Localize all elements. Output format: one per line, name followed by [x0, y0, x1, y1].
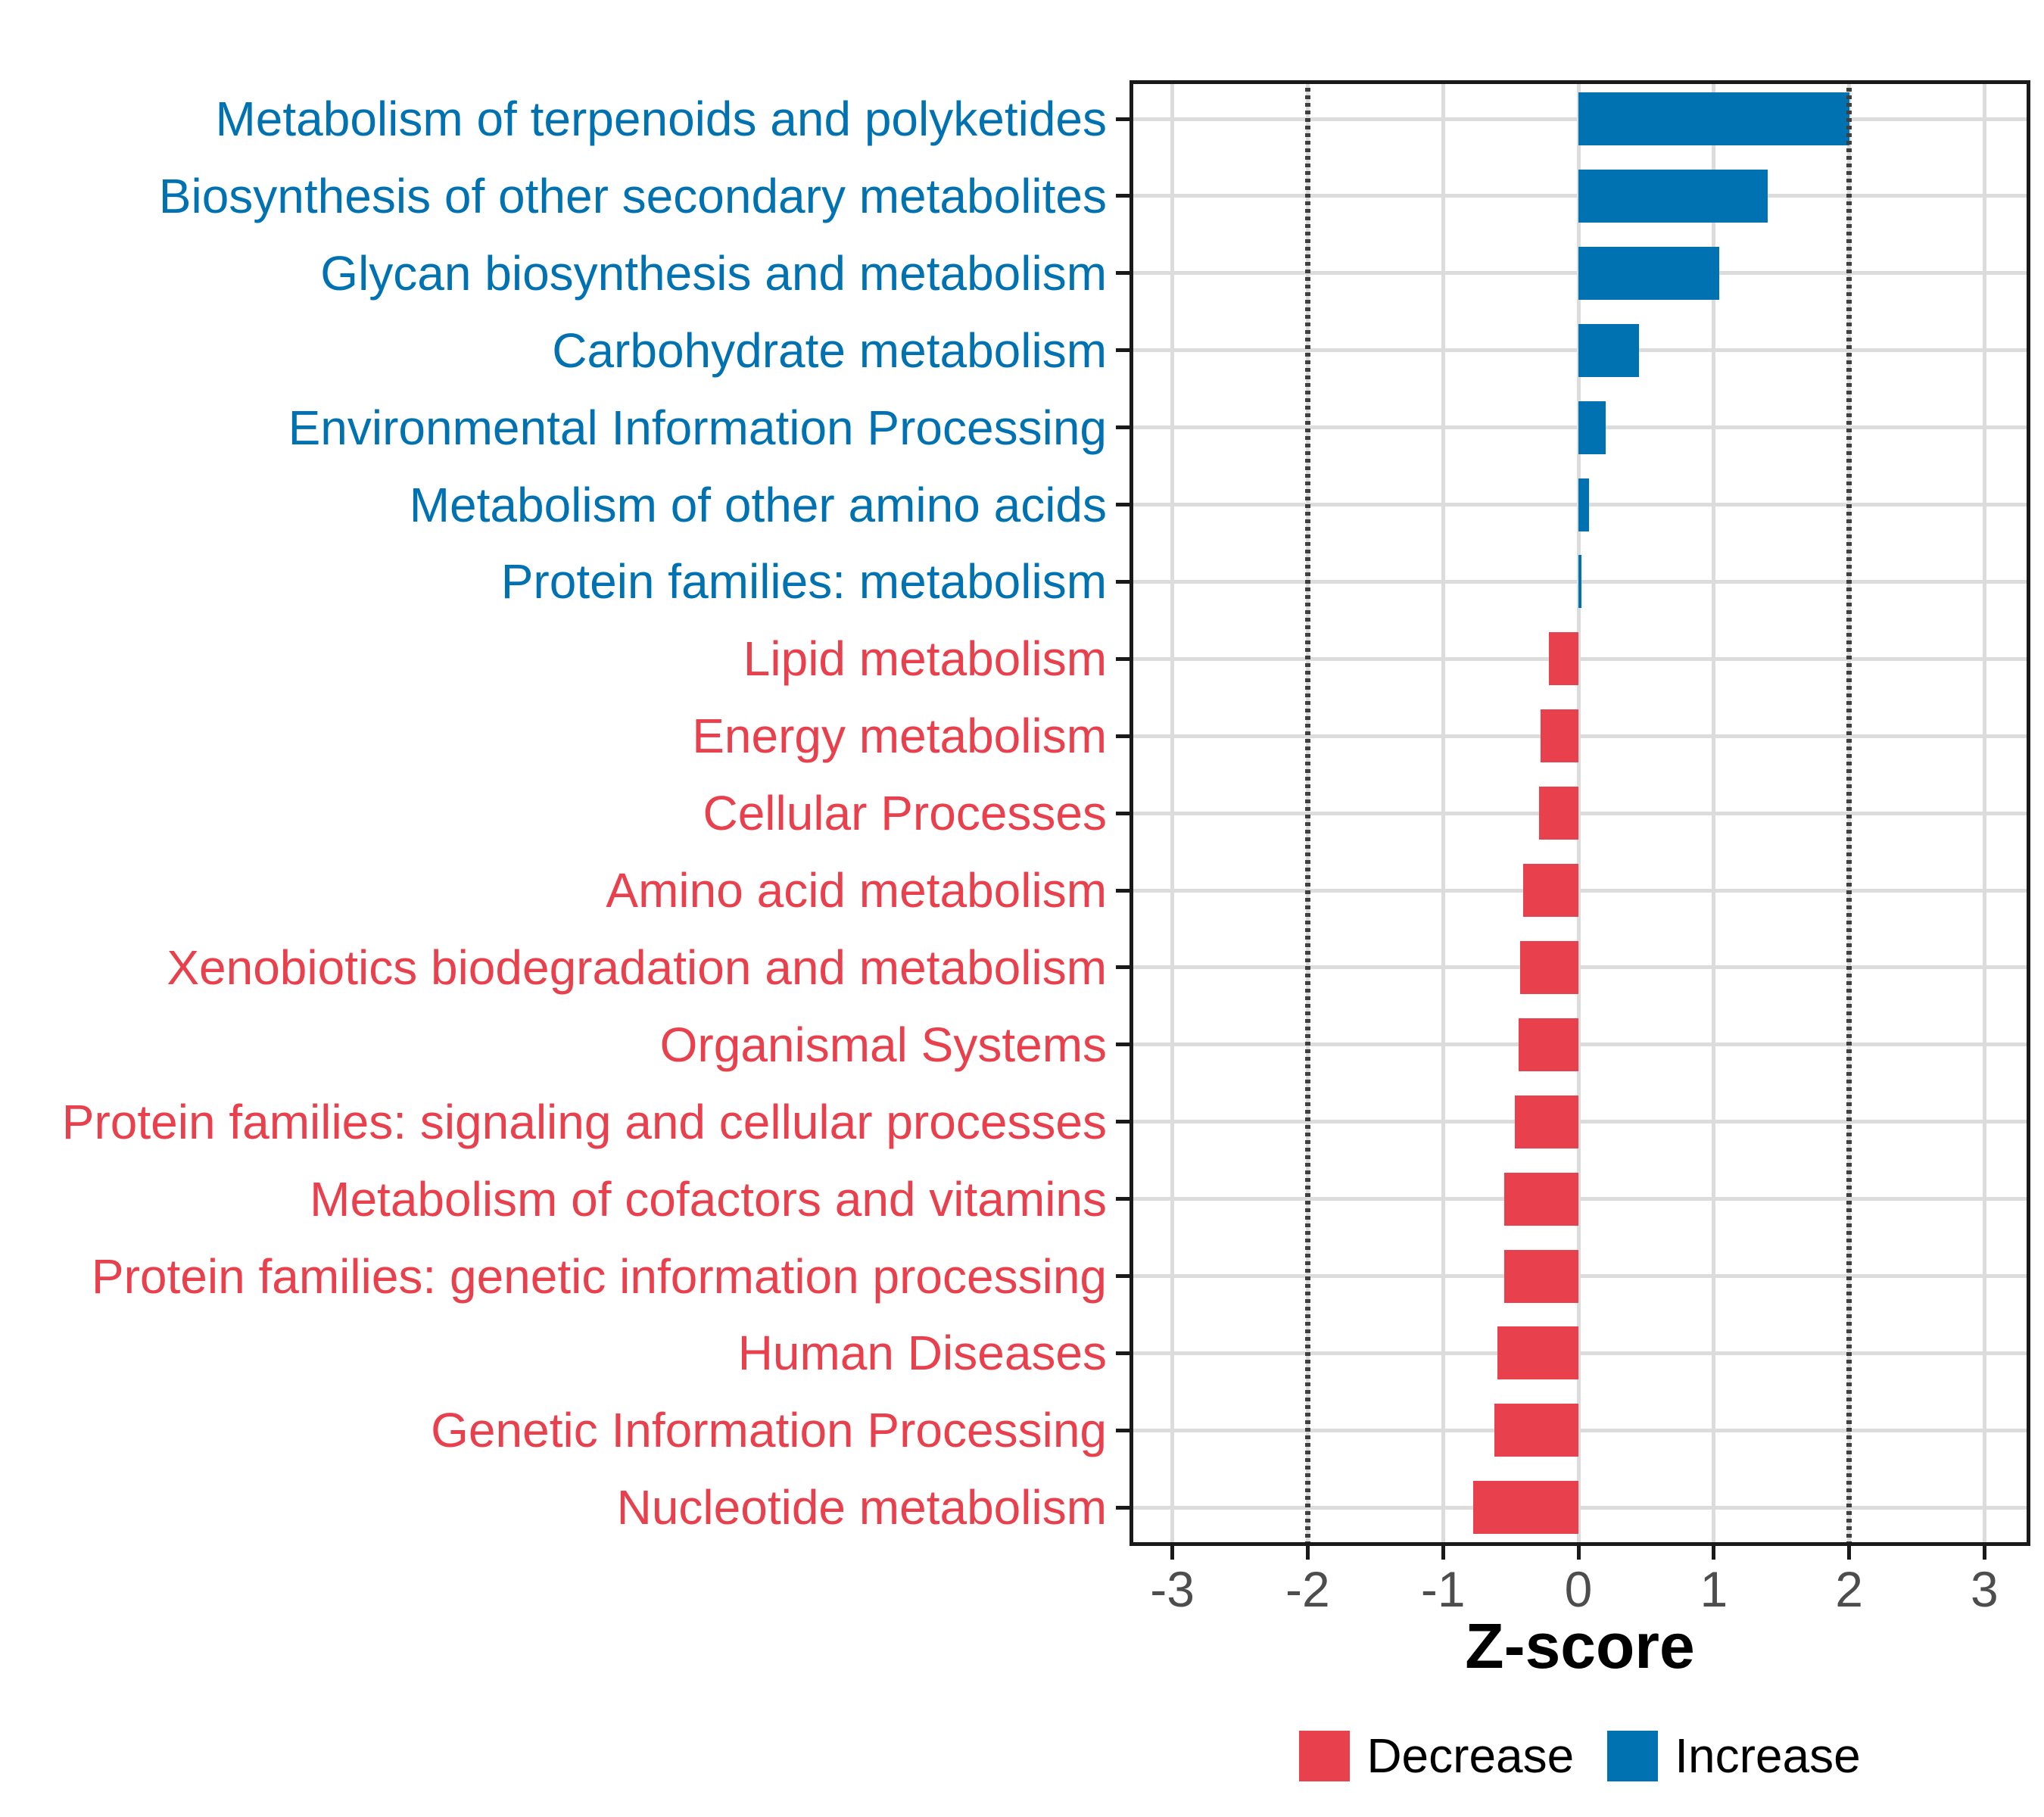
y-tick: [1116, 503, 1129, 506]
x-tick-label: -3: [1150, 1561, 1195, 1617]
plot-panel-border: [1129, 80, 2030, 1546]
bar: [1540, 709, 1578, 763]
legend: Decrease Increase: [1129, 1731, 2030, 1781]
v-gridline: [1982, 80, 1986, 1546]
x-tick-label: -1: [1420, 1561, 1466, 1617]
y-axis-label: Protein families: metabolism: [500, 554, 1107, 609]
y-axis-label: Environmental Information Processing: [288, 400, 1107, 455]
y-tick: [1116, 1197, 1129, 1201]
y-axis-label: Glycan biosynthesis and metabolism: [320, 245, 1107, 301]
bar: [1503, 1172, 1578, 1226]
y-axis-label: Metabolism of cofactors and vitamins: [310, 1171, 1107, 1226]
bar: [1520, 940, 1578, 994]
y-axis-label: Nucleotide metabolism: [616, 1480, 1107, 1535]
v-gridline: [1576, 80, 1581, 1546]
y-axis-label: Energy metabolism: [692, 709, 1107, 764]
y-tick: [1116, 888, 1129, 893]
y-axis-label: Cellular Processes: [703, 786, 1107, 841]
y-axis-label: Xenobiotics biodegradation and metabolis…: [167, 940, 1107, 995]
reference-line: [1846, 80, 1852, 1546]
bar: [1514, 1095, 1578, 1148]
x-tick: [1982, 1546, 1986, 1560]
bar: [1578, 555, 1581, 609]
y-axis-label: Lipid metabolism: [743, 631, 1107, 687]
legend-key-increase-swatch: [1607, 1731, 1659, 1781]
bar: [1522, 864, 1578, 917]
y-tick: [1116, 271, 1129, 276]
legend-entry-decrease: Decrease: [1299, 1731, 1574, 1781]
y-tick: [1116, 1351, 1129, 1355]
y-tick: [1116, 1505, 1129, 1510]
x-tick: [1170, 1546, 1175, 1560]
y-axis-label: Metabolism of other amino acids: [409, 477, 1107, 532]
bar: [1494, 1404, 1578, 1457]
y-axis-label: Organismal Systems: [659, 1017, 1107, 1072]
bar: [1497, 1326, 1578, 1380]
x-tick: [1305, 1546, 1310, 1560]
bar: [1519, 1018, 1578, 1071]
y-axis-label: Protein families: signaling and cellular…: [61, 1094, 1107, 1149]
x-tick: [1576, 1546, 1581, 1560]
bar: [1578, 400, 1606, 454]
legend-label-decrease: Decrease: [1366, 1728, 1575, 1783]
y-tick: [1116, 1120, 1129, 1124]
v-gridline: [1170, 80, 1175, 1546]
y-tick: [1116, 194, 1129, 198]
y-axis-label: Human Diseases: [737, 1326, 1107, 1381]
y-axis-label: Biosynthesis of other secondary metaboli…: [158, 168, 1107, 223]
bar: [1503, 1249, 1578, 1303]
y-axis-label: Protein families: genetic information pr…: [91, 1248, 1107, 1304]
y-axis-label: Carbohydrate metabolism: [552, 323, 1107, 378]
bar: [1578, 246, 1719, 300]
y-tick: [1116, 117, 1129, 121]
reference-line: [1304, 80, 1310, 1546]
bar: [1548, 632, 1578, 686]
x-tick: [1712, 1546, 1716, 1560]
y-tick: [1116, 1274, 1129, 1278]
bar: [1578, 478, 1590, 531]
x-tick: [1441, 1546, 1445, 1560]
y-tick: [1116, 1043, 1129, 1047]
y-tick: [1116, 1428, 1129, 1432]
bar: [1578, 169, 1768, 223]
y-tick: [1116, 425, 1129, 430]
bar: [1578, 323, 1640, 377]
x-tick-label: 2: [1835, 1561, 1863, 1617]
y-tick: [1116, 811, 1129, 815]
x-tick: [1847, 1546, 1852, 1560]
y-tick: [1116, 965, 1129, 970]
y-tick: [1116, 348, 1129, 353]
x-tick-label: -2: [1285, 1561, 1330, 1617]
x-axis-title: Z-score: [1465, 1610, 1695, 1681]
y-axis-label: Metabolism of terpenoids and polyketides: [215, 92, 1107, 146]
x-tick-label: 3: [1971, 1561, 1999, 1617]
bar: [1539, 787, 1578, 840]
x-tick-label: 1: [1700, 1561, 1728, 1617]
v-gridline: [1441, 80, 1445, 1546]
bar: [1472, 1481, 1578, 1535]
y-tick: [1116, 656, 1129, 661]
y-axis-label: Amino acid metabolism: [606, 863, 1107, 918]
y-axis-label: Genetic Information Processing: [431, 1403, 1107, 1458]
legend-entry-increase: Increase: [1607, 1728, 1861, 1783]
legend-key-decrease-swatch: [1299, 1731, 1351, 1781]
y-tick: [1116, 734, 1129, 738]
legend-label-increase: Increase: [1675, 1728, 1861, 1783]
x-tick-label: 0: [1564, 1561, 1593, 1617]
v-gridline: [1712, 80, 1716, 1546]
bar: [1578, 92, 1849, 145]
y-tick: [1116, 579, 1129, 584]
